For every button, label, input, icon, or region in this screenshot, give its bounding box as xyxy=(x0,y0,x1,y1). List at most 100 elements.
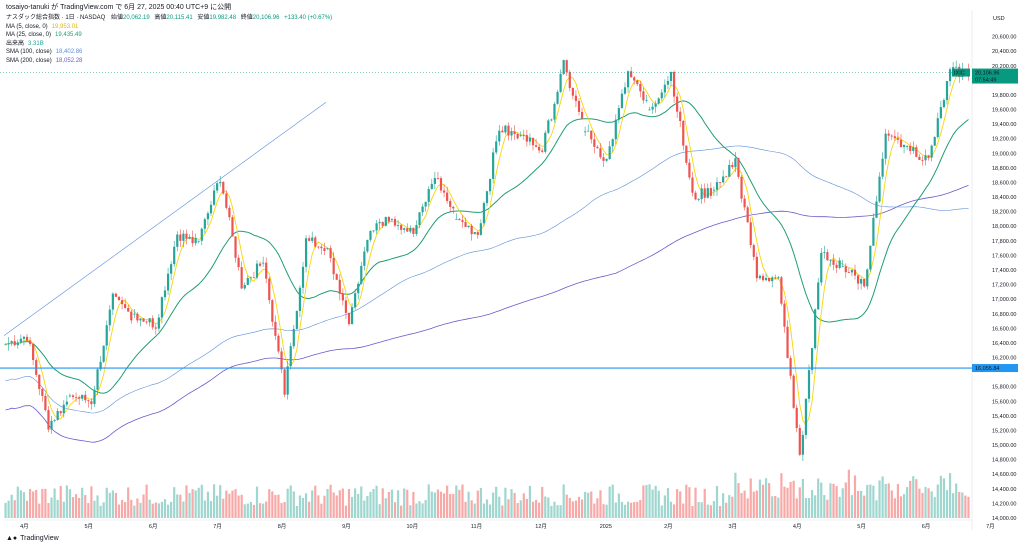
candle-body xyxy=(74,397,78,398)
price-tick-label: 16,400.00 xyxy=(992,341,1016,347)
legend-sma100[interactable]: SMA (100, close) 18,402.86 xyxy=(6,49,83,56)
legend-ma25[interactable]: MA (25, close, 0) 19,435.49 xyxy=(6,32,82,39)
volume-bar xyxy=(19,490,22,518)
sma200-line xyxy=(5,185,969,443)
volume-bar xyxy=(71,497,75,518)
volume-bar xyxy=(418,501,421,518)
volume-bar xyxy=(807,497,811,518)
volume-bar xyxy=(56,500,59,518)
candle-body xyxy=(933,137,936,146)
volume-bar xyxy=(47,503,50,518)
volume-bar xyxy=(396,490,400,518)
candle-body xyxy=(531,137,535,146)
candle-body xyxy=(909,146,912,152)
volume-bar xyxy=(777,497,780,518)
volume-bar xyxy=(485,499,489,518)
legend-ma5[interactable]: MA (5, close, 0) 19,953.01 xyxy=(6,23,79,30)
candle-body xyxy=(188,236,191,239)
volume-bar xyxy=(715,485,719,518)
volume-bar xyxy=(442,493,446,518)
candle-body xyxy=(430,183,433,190)
volume-bar xyxy=(952,493,955,518)
volume-bar xyxy=(234,489,237,518)
candle-body xyxy=(584,131,587,133)
candle-body xyxy=(915,147,918,157)
legend-sma200[interactable]: SMA (200, close) 18,052.28 xyxy=(6,57,83,64)
candle-body xyxy=(743,198,746,208)
volume-bar xyxy=(53,488,56,518)
candle-body xyxy=(16,342,19,346)
candle-body xyxy=(887,133,890,136)
volume-bar xyxy=(850,495,854,518)
volume-bar xyxy=(531,501,535,518)
volume-bar xyxy=(728,495,731,518)
volume-bar xyxy=(786,487,789,518)
time-tick-label: 2月 xyxy=(664,523,673,530)
candle-body xyxy=(209,204,213,214)
volume-bar xyxy=(780,473,783,518)
volume-bar xyxy=(912,476,915,518)
candle-body xyxy=(860,279,863,284)
price-tick-label: 14,600.00 xyxy=(992,472,1016,478)
candle-body xyxy=(605,158,608,161)
volume-bar xyxy=(528,485,532,518)
volume-bar xyxy=(390,489,394,518)
candle-body xyxy=(160,297,164,318)
legend-volume[interactable]: 出来高 3.31B xyxy=(6,40,44,47)
volume-bar xyxy=(495,486,498,518)
volume-bar xyxy=(265,501,268,518)
volume-bar xyxy=(292,491,295,518)
volume-bar xyxy=(268,489,271,518)
high-value: 20,115.41 xyxy=(166,15,193,21)
volume-bar xyxy=(507,499,510,518)
candle-body xyxy=(737,158,740,177)
volume-bar xyxy=(222,498,225,518)
candle-body xyxy=(853,269,857,276)
volume-bar xyxy=(387,491,390,518)
volume-bar xyxy=(280,503,283,518)
candle-body xyxy=(663,84,666,93)
close-value: 20,106.96 xyxy=(252,15,280,21)
volume-bar xyxy=(467,491,470,518)
candle-body xyxy=(786,326,789,359)
volume-bar xyxy=(393,502,397,518)
candle-body xyxy=(679,111,682,122)
volume-bar xyxy=(737,483,740,518)
volume-bar xyxy=(792,480,795,518)
volume-bar xyxy=(672,504,676,518)
candle-body xyxy=(636,80,639,84)
volume-bar xyxy=(32,491,35,518)
volume-bar xyxy=(13,500,16,518)
candle-body xyxy=(639,83,642,92)
candle-body xyxy=(568,72,571,88)
volume-bar xyxy=(372,488,375,518)
volume-bar xyxy=(841,488,844,518)
candle-body xyxy=(136,313,139,321)
open-value: 20,062.19 xyxy=(123,15,150,21)
candle-body xyxy=(703,188,706,198)
volume-bar xyxy=(219,485,222,518)
candle-body xyxy=(835,264,838,268)
candle-body xyxy=(590,130,593,140)
candle-body xyxy=(400,225,403,230)
volume-bar xyxy=(556,505,559,518)
candle-body xyxy=(697,199,700,200)
candle-body xyxy=(44,395,47,411)
symbol-label[interactable]: ナスダック総合指数 · 1日 · NASDAQ xyxy=(6,15,106,21)
candle-body xyxy=(338,279,341,294)
time-tick-label: 6月 xyxy=(149,523,158,530)
candle-body xyxy=(789,358,792,376)
volume-bar xyxy=(258,503,262,518)
price-tick-label: 20,400.00 xyxy=(992,49,1016,55)
candle-body xyxy=(458,218,461,221)
candle-body xyxy=(28,340,32,344)
candle-body xyxy=(872,217,875,246)
volume-bar xyxy=(961,492,964,518)
candle-body xyxy=(341,293,344,301)
candle-body xyxy=(924,155,927,161)
volume-bar xyxy=(166,504,170,518)
candle-body xyxy=(354,293,357,308)
volume-bar xyxy=(918,488,921,518)
